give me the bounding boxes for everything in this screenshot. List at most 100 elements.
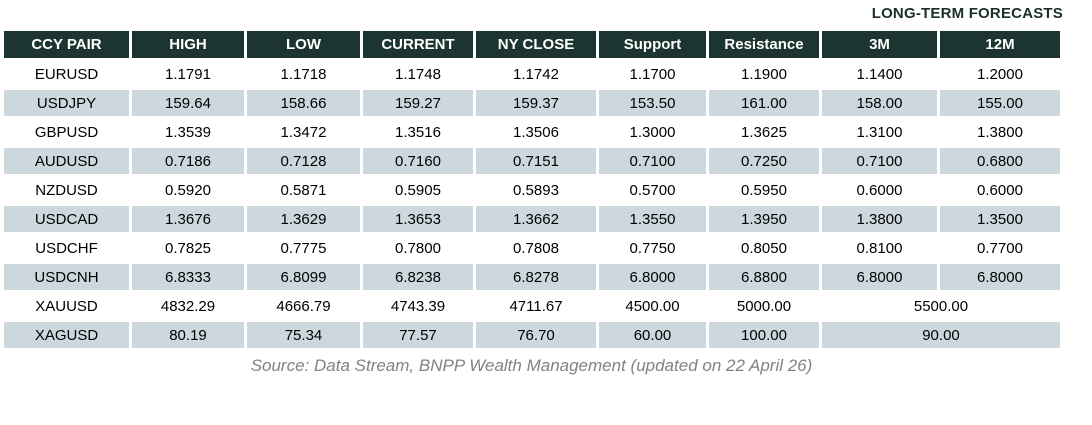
cell-pair: AUDUSD [4,148,129,174]
cell-current: 4743.39 [363,293,473,319]
cell-current: 6.8238 [363,264,473,290]
cell-low: 1.1718 [247,61,360,87]
cell-resistance: 0.5950 [709,177,819,203]
cell-pair: USDCNH [4,264,129,290]
cell-high: 4832.29 [132,293,244,319]
cell-ny-close: 0.5893 [476,177,596,203]
cell-m3: 1.3100 [822,119,937,145]
cell-m3: 1.3800 [822,206,937,232]
cell-m12: 1.3500 [940,206,1060,232]
cell-high: 159.64 [132,90,244,116]
cell-support: 1.3000 [599,119,706,145]
table-row-usdchf: USDCHF 0.7825 0.7775 0.7800 0.7808 0.7750 0.80… [4,235,1060,261]
cell-support: 153.50 [599,90,706,116]
cell-m3: 0.6000 [822,177,937,203]
col-header-current: CURRENT [363,31,473,58]
cell-low: 0.5871 [247,177,360,203]
cell-resistance: 161.00 [709,90,819,116]
cell-m3: 158.00 [822,90,937,116]
table-row-xauusd: XAUUSD 4832.29 4666.79 4743.39 4711.67 4500.0… [4,293,1060,319]
cell-m12: 1.2000 [940,61,1060,87]
cell-current: 0.7160 [363,148,473,174]
cell-current: 1.1748 [363,61,473,87]
table-body: EURUSD 1.1791 1.1718 1.1748 1.1742 1.1700 1.19… [4,61,1060,348]
table-row-usdcnh: USDCNH 6.8333 6.8099 6.8238 6.8278 6.8000 6.88… [4,264,1060,290]
cell-ny-close: 1.3506 [476,119,596,145]
cell-support: 0.7100 [599,148,706,174]
cell-pair: USDCAD [4,206,129,232]
cell-m3: 0.8100 [822,235,937,261]
cell-pair: GBPUSD [4,119,129,145]
table-row-usdcad: USDCAD 1.3676 1.3629 1.3653 1.3662 1.3550 1.39… [4,206,1060,232]
table-row-audusd: AUDUSD 0.7186 0.7128 0.7160 0.7151 0.7100 0.72… [4,148,1060,174]
cell-high: 6.8333 [132,264,244,290]
cell-high: 1.1791 [132,61,244,87]
cell-ny-close: 0.7808 [476,235,596,261]
cell-ny-close: 0.7151 [476,148,596,174]
cell-current: 0.5905 [363,177,473,203]
cell-current: 159.27 [363,90,473,116]
cell-low: 1.3629 [247,206,360,232]
long-term-forecasts-title-row: LONG-TERM FORECASTS [0,0,1063,28]
cell-pair: XAGUSD [4,322,129,348]
cell-resistance: 1.1900 [709,61,819,87]
cell-m12: 1.3800 [940,119,1060,145]
cell-support: 60.00 [599,322,706,348]
cell-support: 4500.00 [599,293,706,319]
cell-low: 6.8099 [247,264,360,290]
cell-high: 1.3676 [132,206,244,232]
cell-current: 77.57 [363,322,473,348]
cell-low: 0.7775 [247,235,360,261]
long-term-forecasts-label: LONG-TERM FORECASTS [871,5,1063,22]
cell-m12: 6.8000 [940,264,1060,290]
table-row-eurusd: EURUSD 1.1791 1.1718 1.1748 1.1742 1.1700 1.19… [4,61,1060,87]
cell-ny-close: 1.1742 [476,61,596,87]
cell-pair: USDJPY [4,90,129,116]
cell-support: 1.3550 [599,206,706,232]
cell-current: 1.3516 [363,119,473,145]
cell-low: 158.66 [247,90,360,116]
col-header-support: Support [599,31,706,58]
cell-ny-close: 6.8278 [476,264,596,290]
cell-m3: 6.8000 [822,264,937,290]
col-header-high: HIGH [132,31,244,58]
cell-high: 0.7825 [132,235,244,261]
cell-high: 1.3539 [132,119,244,145]
cell-low: 4666.79 [247,293,360,319]
cell-ny-close: 4711.67 [476,293,596,319]
cell-high: 80.19 [132,322,244,348]
cell-pair: EURUSD [4,61,129,87]
fx-forecast-table: CCY PAIR HIGH LOW CURRENT NY CLOSE Support Res… [1,28,1063,351]
cell-resistance: 5000.00 [709,293,819,319]
cell-current: 1.3653 [363,206,473,232]
cell-forecast-merged: 5500.00 [822,293,1060,319]
cell-pair: NZDUSD [4,177,129,203]
cell-support: 1.1700 [599,61,706,87]
cell-pair: USDCHF [4,235,129,261]
cell-m12: 0.6800 [940,148,1060,174]
table-header-row: CCY PAIR HIGH LOW CURRENT NY CLOSE Support Res… [4,31,1060,58]
table-row-xagusd: XAGUSD 80.19 75.34 77.57 76.70 60.00 100.00 90.… [4,322,1060,348]
cell-ny-close: 159.37 [476,90,596,116]
cell-resistance: 0.7250 [709,148,819,174]
cell-m12: 0.7700 [940,235,1060,261]
cell-low: 0.7128 [247,148,360,174]
cell-resistance: 1.3950 [709,206,819,232]
cell-m3: 1.1400 [822,61,937,87]
col-header-m12: 12M [940,31,1060,58]
cell-forecast-merged: 90.00 [822,322,1060,348]
cell-high: 0.5920 [132,177,244,203]
cell-high: 0.7186 [132,148,244,174]
cell-m3: 0.7100 [822,148,937,174]
cell-support: 6.8000 [599,264,706,290]
cell-resistance: 100.00 [709,322,819,348]
source-line: Source: Data Stream, BNPP Wealth Managem… [250,356,813,375]
cell-ny-close: 1.3662 [476,206,596,232]
cell-pair: XAUUSD [4,293,129,319]
table-row-nzdusd: NZDUSD 0.5920 0.5871 0.5905 0.5893 0.5700 0.59… [4,177,1060,203]
cell-ny-close: 76.70 [476,322,596,348]
cell-support: 0.7750 [599,235,706,261]
col-header-pair: CCY PAIR [4,31,129,58]
cell-low: 1.3472 [247,119,360,145]
